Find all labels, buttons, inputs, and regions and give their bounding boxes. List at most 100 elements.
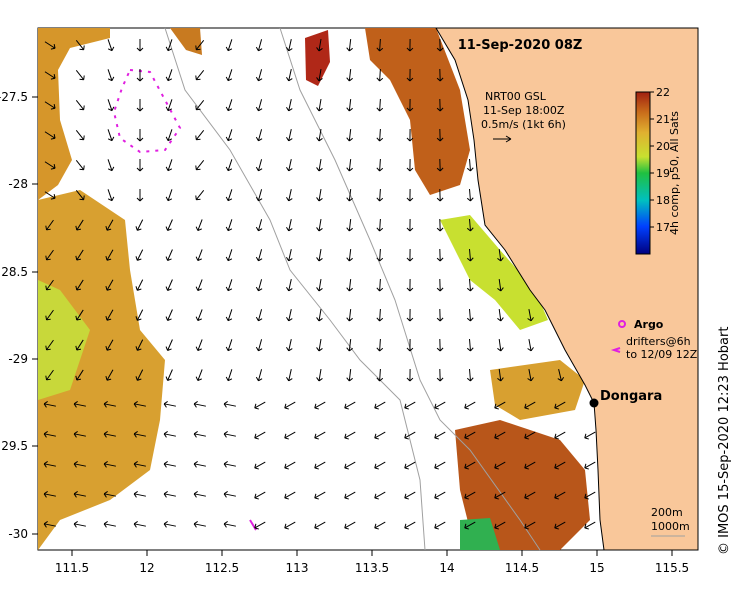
current-arrow xyxy=(554,461,566,469)
current-arrow-head xyxy=(584,433,589,440)
current-arrow-head xyxy=(404,433,409,440)
current-arrow-head xyxy=(286,347,293,352)
current-arrow-head xyxy=(165,286,172,291)
current-arrow-head xyxy=(165,256,172,261)
current-arrow-head xyxy=(316,197,323,202)
current-arrow-head xyxy=(404,463,409,470)
argo-legend-icon xyxy=(618,320,626,328)
current-arrow xyxy=(227,69,233,81)
current-arrow-head xyxy=(103,431,108,438)
current-arrow-head xyxy=(136,197,144,202)
current-arrow-head xyxy=(45,255,51,261)
current-arrow-head xyxy=(193,431,198,438)
current-arrow-head xyxy=(434,493,439,500)
current-arrow xyxy=(344,431,356,439)
current-arrow xyxy=(584,521,596,529)
current-arrow-head xyxy=(286,227,293,232)
current-arrow-head xyxy=(346,77,353,82)
current-arrow xyxy=(379,158,381,172)
current-arrow xyxy=(74,493,86,497)
current-arrow xyxy=(75,189,85,201)
current-arrow-head xyxy=(225,256,233,262)
current-arrow-head xyxy=(163,401,168,408)
current-arrow-head xyxy=(286,197,293,202)
current-arrow-head xyxy=(225,106,233,112)
current-arrow xyxy=(74,523,86,527)
current-arrow xyxy=(197,339,203,351)
current-arrow-head xyxy=(255,346,263,352)
current-arrow xyxy=(227,279,233,291)
current-arrow-head xyxy=(255,106,263,112)
current-arrow xyxy=(554,401,566,409)
current-arrow xyxy=(257,69,263,81)
current-arrow xyxy=(374,461,386,469)
current-arrow xyxy=(106,339,114,351)
current-arrow xyxy=(224,523,236,527)
current-arrow xyxy=(74,403,86,407)
current-arrow xyxy=(46,249,54,261)
current-arrow-head xyxy=(436,287,444,292)
current-arrow-head xyxy=(163,461,168,468)
current-arrow xyxy=(104,493,116,497)
current-arrow-head xyxy=(376,77,384,82)
current-arrow xyxy=(257,309,263,321)
current-arrow-head xyxy=(107,196,115,202)
current-arrow xyxy=(46,279,54,291)
current-arrow-head xyxy=(195,376,202,382)
current-arrow xyxy=(404,521,416,529)
current-arrow xyxy=(44,403,56,407)
current-arrow xyxy=(44,433,56,437)
current-arrow xyxy=(46,369,54,381)
current-arrow xyxy=(288,219,292,231)
sst-patch-north-central xyxy=(305,30,330,86)
current-arrow xyxy=(167,69,173,81)
current-arrow xyxy=(314,461,326,469)
current-arrow-head xyxy=(79,165,85,171)
current-arrow-head xyxy=(43,491,48,498)
current-arrow xyxy=(167,339,173,351)
current-arrow-head xyxy=(464,463,469,470)
current-arrow xyxy=(288,69,292,81)
current-arrow-head xyxy=(314,523,319,530)
current-arrow xyxy=(257,249,263,261)
y-tick-label: -29 xyxy=(8,352,28,366)
current-arrow-head xyxy=(494,493,499,500)
current-arrow-head xyxy=(255,316,263,322)
current-arrow xyxy=(434,521,446,529)
current-arrow-head xyxy=(406,227,414,232)
current-arrow xyxy=(554,521,566,529)
current-arrow xyxy=(348,158,352,172)
current-arrow-head xyxy=(524,433,529,440)
current-arrow-head xyxy=(434,403,439,410)
current-arrow xyxy=(227,39,233,51)
sst-patch-south-east xyxy=(455,420,590,550)
sst-patch-east-green xyxy=(440,215,548,330)
current-arrow-head xyxy=(406,347,414,352)
current-arrow-head xyxy=(286,317,293,322)
current-arrow xyxy=(254,431,266,439)
colorbar-tick-label: 20 xyxy=(656,140,670,153)
current-arrow xyxy=(379,188,381,202)
current-arrow-head xyxy=(255,136,263,142)
current-arrow-head xyxy=(225,226,233,232)
current-arrow xyxy=(348,98,352,112)
current-arrow-head xyxy=(376,227,384,232)
drifter-legend-line1: drifters@6h xyxy=(626,335,691,348)
current-arrow-head xyxy=(314,463,319,470)
current-arrow-head xyxy=(436,197,444,202)
current-arrow-head xyxy=(45,375,51,381)
current-arrow-head xyxy=(286,287,293,292)
current-arrow-head xyxy=(163,431,168,438)
current-arrow xyxy=(348,128,352,142)
current-arrow-head xyxy=(195,195,201,201)
current-arrow-head xyxy=(73,431,78,438)
current-arrow-head xyxy=(376,137,384,142)
current-arrow-head xyxy=(107,166,115,172)
current-arrow xyxy=(195,99,205,111)
current-arrow-head xyxy=(497,377,504,382)
current-arrow xyxy=(524,401,536,409)
current-arrow xyxy=(494,461,506,469)
current-arrow xyxy=(195,189,205,201)
current-arrow-head xyxy=(284,493,289,500)
current-arrow-head xyxy=(255,226,263,232)
